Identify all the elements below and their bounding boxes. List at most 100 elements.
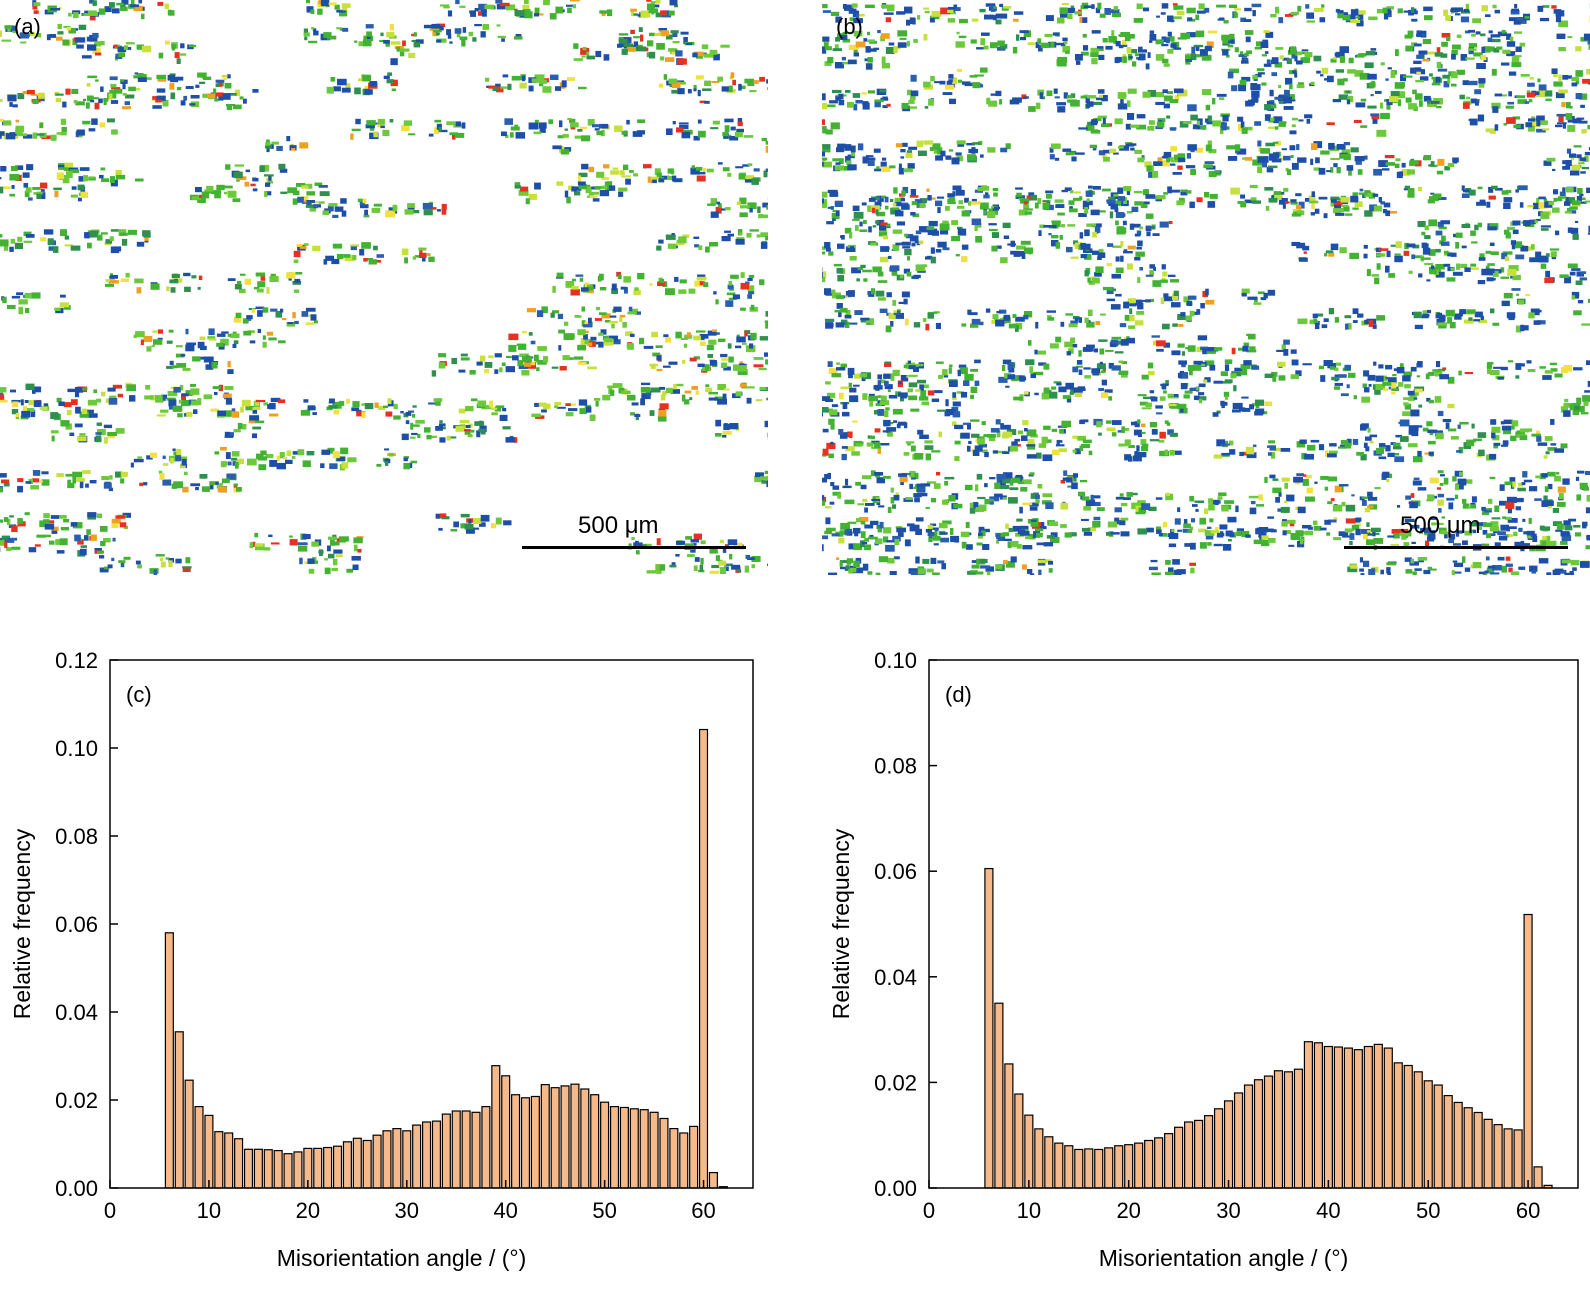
y-axis-label: Relative frequency — [828, 828, 854, 1019]
bar — [372, 1134, 382, 1189]
bar — [1443, 1095, 1453, 1189]
x-axis-label: Misorientation angle / (°) — [277, 1245, 527, 1271]
bar — [560, 1085, 570, 1189]
y-tick-label: 0.00 — [874, 1176, 917, 1201]
bar — [1084, 1148, 1094, 1189]
bar — [698, 728, 709, 1189]
x-tick-label: 0 — [104, 1198, 116, 1223]
panel-label-a: (a) — [14, 14, 41, 39]
bar — [1343, 1047, 1353, 1189]
x-tick-label: 30 — [395, 1198, 419, 1223]
bar — [1064, 1145, 1074, 1189]
scale-bar-b — [1344, 546, 1568, 549]
bar — [253, 1148, 263, 1189]
x-tick-label: 50 — [1416, 1198, 1440, 1223]
y-tick-label: 0.06 — [55, 912, 98, 937]
bar — [1223, 1100, 1234, 1189]
bar — [1134, 1142, 1144, 1189]
bar — [1283, 1071, 1294, 1189]
bar — [402, 1130, 412, 1189]
panel-label-b: (b) — [836, 14, 863, 39]
bar — [1243, 1084, 1254, 1189]
bar — [1144, 1139, 1154, 1189]
bar — [1363, 1045, 1373, 1189]
bar — [1213, 1108, 1224, 1189]
ebsd-map-a: (a) 500 μm — [0, 0, 768, 575]
bar — [629, 1108, 639, 1189]
bar — [1193, 1119, 1204, 1189]
bar — [194, 1106, 204, 1189]
bar — [1393, 1062, 1403, 1189]
bar — [1303, 1041, 1314, 1189]
y-tick-label: 0.08 — [874, 754, 917, 779]
bar — [164, 932, 174, 1189]
bar — [669, 1127, 679, 1189]
bar — [342, 1141, 352, 1189]
bar — [184, 1079, 194, 1189]
x-tick-label: 20 — [1116, 1198, 1140, 1223]
histogram-c: 0 10 20 30 40 50 60 0.00 0.02 0.04 0.06 0.08 0.10 0.1… — [9, 648, 754, 1271]
bar — [1533, 1166, 1543, 1189]
bar — [501, 1075, 511, 1189]
bar — [263, 1149, 273, 1189]
x-tick-label: 0 — [923, 1198, 935, 1223]
bar — [619, 1106, 629, 1189]
bar — [224, 1132, 234, 1189]
bar — [984, 867, 994, 1189]
y-tick-label: 0.08 — [55, 824, 98, 849]
bar — [243, 1148, 254, 1189]
bar — [1453, 1101, 1463, 1189]
bar — [1483, 1118, 1493, 1189]
grain-map-a — [0, 0, 768, 575]
bar — [649, 1111, 659, 1189]
y-tick-label: 0.00 — [55, 1176, 98, 1201]
bar — [1233, 1092, 1244, 1189]
y-tick-label: 0.10 — [874, 648, 917, 673]
misorientation-histograms: 0 10 20 30 40 50 60 0.00 0.02 0.04 0.06 0.08 0.10 0.1… — [9, 648, 1579, 1271]
x-tick-label: 20 — [296, 1198, 320, 1223]
bar — [481, 1106, 491, 1189]
bar — [590, 1094, 600, 1189]
bar — [1114, 1145, 1124, 1189]
bar — [1034, 1128, 1044, 1189]
bar — [550, 1087, 560, 1189]
bar — [431, 1120, 441, 1189]
x-tick-label: 40 — [493, 1198, 517, 1223]
bar — [1104, 1147, 1114, 1189]
bar — [214, 1131, 224, 1189]
panel-label: (d) — [945, 682, 972, 707]
bar — [362, 1139, 372, 1189]
bar — [1263, 1075, 1274, 1189]
x-tick-label: 10 — [1017, 1198, 1041, 1223]
bar — [639, 1109, 649, 1189]
bar — [1094, 1148, 1104, 1189]
bar — [1503, 1128, 1513, 1189]
bar — [689, 1125, 699, 1189]
y-tick-label: 0.10 — [55, 736, 98, 761]
bar — [1203, 1115, 1214, 1189]
bar — [1403, 1064, 1413, 1189]
bar — [471, 1111, 481, 1189]
bar — [1433, 1084, 1443, 1189]
bar — [412, 1124, 422, 1189]
bar — [1353, 1049, 1363, 1189]
y-tick-label: 0.06 — [874, 859, 917, 884]
bar — [994, 1002, 1004, 1189]
bar — [332, 1145, 343, 1189]
bar — [293, 1151, 303, 1189]
bar — [1413, 1071, 1423, 1189]
bar — [234, 1138, 244, 1189]
bar — [609, 1106, 620, 1189]
y-tick-label: 0.04 — [55, 1000, 98, 1025]
bar — [441, 1113, 451, 1189]
bar — [679, 1132, 689, 1189]
bar — [511, 1094, 521, 1189]
x-tick-label: 30 — [1216, 1198, 1240, 1223]
bar — [1014, 1093, 1024, 1189]
bar — [1523, 913, 1533, 1189]
bar — [1373, 1043, 1383, 1189]
x-tick-label: 60 — [1516, 1198, 1540, 1223]
bar — [1313, 1042, 1324, 1189]
x-tick-label: 50 — [592, 1198, 616, 1223]
bar — [1054, 1142, 1064, 1189]
